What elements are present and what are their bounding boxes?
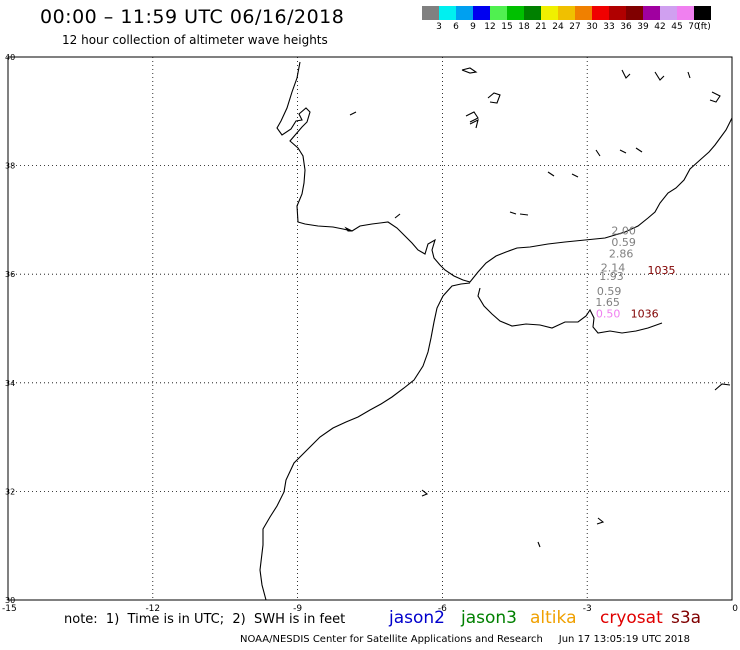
- legend-swatch: [626, 6, 643, 20]
- footer: NOAA/NESDIS Center for Satellite Applica…: [240, 634, 690, 645]
- color-legend: 3 6 9 12 15 18 21 24 27 30 33 36 39 42 45 70 (ft): [422, 6, 740, 32]
- observation-label: 0.50: [596, 308, 621, 321]
- lon-tick-label: -6: [438, 604, 447, 614]
- legend-swatch: [558, 6, 575, 20]
- satellite-label-jason3: jason3: [461, 608, 517, 628]
- legend-label: 21: [535, 22, 547, 32]
- observation-label: 1.93: [599, 270, 624, 283]
- lon-tick-label: -12: [145, 604, 160, 614]
- legend-label: 6: [453, 22, 459, 32]
- observation-label: 1036: [631, 308, 659, 321]
- legend-label: 33: [603, 22, 615, 32]
- legend-label: 30: [586, 22, 598, 32]
- lon-tick-label: -9: [293, 604, 302, 614]
- legend-swatch: [439, 6, 456, 20]
- lat-tick-label: 40: [5, 53, 15, 62]
- legend-label: 70: [688, 22, 700, 32]
- legend-unit: (ft): [697, 22, 711, 32]
- legend-label: 15: [501, 22, 513, 32]
- observation-label: 0.59: [597, 285, 622, 298]
- observation-label: 2.14: [601, 261, 626, 274]
- legend-label: 27: [569, 22, 581, 32]
- legend-swatch: [541, 6, 558, 20]
- legend-swatch: [575, 6, 592, 20]
- legend-swatch: [422, 6, 439, 20]
- legend-label: 3: [436, 22, 442, 32]
- lat-tick-label: 34: [5, 379, 15, 388]
- legend-swatch: [490, 6, 507, 20]
- legend-labels: 3 6 9 12 15 18 21 24 27 30 33 36 39 42 45 70 (ft): [422, 20, 740, 32]
- observation-label: 1035: [648, 264, 676, 277]
- observation-label: 2.00: [611, 225, 636, 238]
- lat-tick-label: 36: [5, 270, 15, 279]
- legend-swatches: [422, 6, 740, 20]
- footer-timestamp: Jun 17 13:05:19 UTC 2018: [558, 634, 691, 645]
- observation-label: 0.59: [611, 236, 636, 249]
- satellite-label-s3a: s3a: [671, 608, 702, 628]
- satellite-label-jason2: jason2: [389, 608, 445, 628]
- legend-label: 39: [637, 22, 649, 32]
- legend-swatch: [524, 6, 541, 20]
- legend-label: 42: [654, 22, 666, 32]
- observation-label: 2.86: [609, 247, 634, 260]
- lat-tick-label: 38: [5, 162, 15, 171]
- legend-label: 18: [518, 22, 530, 32]
- satellite-label-altika: altika: [530, 608, 577, 628]
- map-frame: [7, 56, 733, 601]
- lon-tick-label: 0: [732, 604, 738, 614]
- legend-swatch: [473, 6, 490, 20]
- lon-tick-label: -15: [2, 604, 17, 614]
- legend-label: 12: [484, 22, 496, 32]
- lat-tick-label: 30: [5, 596, 15, 605]
- legend-label: 24: [552, 22, 564, 32]
- latitude-tick-labels: 30 32 34 36 38 40: [5, 53, 15, 605]
- legend-swatch: [694, 6, 711, 20]
- legend-swatch: [660, 6, 677, 20]
- legend-swatch: [677, 6, 694, 20]
- lat-tick-label: 32: [5, 487, 15, 496]
- map-grid: [8, 57, 732, 600]
- legend-swatch: [643, 6, 660, 20]
- legend-swatch: [609, 6, 626, 20]
- units-note: note: 1) Time is in UTC; 2) SWH is in fe…: [64, 612, 346, 627]
- map-subtitle: 12 hour collection of altimeter wave hei…: [62, 33, 328, 47]
- legend-swatch: [456, 6, 473, 20]
- map-title: 00:00 – 11:59 UTC 06/16/2018: [40, 6, 345, 28]
- legend-swatch: [592, 6, 609, 20]
- observation-label: 1.65: [595, 296, 620, 309]
- footer-credit: NOAA/NESDIS Center for Satellite Applica…: [240, 634, 543, 645]
- coastline: [259, 61, 733, 601]
- lon-tick-label: -3: [583, 604, 592, 614]
- legend-label: 9: [470, 22, 476, 32]
- longitude-tick-labels: -15 -12 -9 -6 -3 0: [2, 604, 738, 614]
- legend-swatch: [507, 6, 524, 20]
- legend-label: 45: [671, 22, 683, 32]
- legend-label: 36: [620, 22, 632, 32]
- satellite-label-cryosat: cryosat: [600, 608, 663, 628]
